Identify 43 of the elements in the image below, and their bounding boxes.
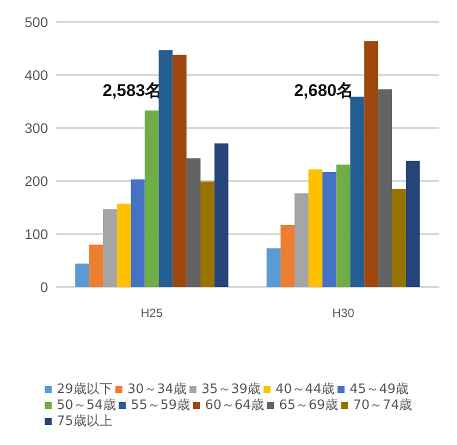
- legend-label: 60～64歳: [204, 398, 264, 413]
- annotation: 2,680名: [294, 81, 354, 100]
- legend-label: 45～49歳: [350, 382, 409, 397]
- legend-label: 35～39歳: [201, 382, 261, 397]
- bar: [350, 96, 364, 287]
- bar: [144, 110, 159, 287]
- bar: [322, 172, 336, 287]
- bar: [130, 179, 145, 287]
- y-tick-label: 0: [40, 279, 48, 295]
- legend-label: 65～69歳: [279, 398, 338, 413]
- y-tick-label: 500: [24, 14, 48, 30]
- bar: [294, 193, 308, 287]
- bar: [158, 50, 173, 287]
- bar: [89, 244, 104, 287]
- bar: [75, 264, 90, 287]
- bar: [406, 160, 420, 287]
- bar: [336, 164, 350, 287]
- annotation: 2,583名: [102, 81, 162, 100]
- bar: [103, 209, 117, 287]
- bar: [214, 143, 228, 287]
- bar: [308, 169, 322, 287]
- bar: [116, 204, 131, 287]
- bar: [200, 182, 214, 287]
- legend-label: 30～34歳: [127, 382, 186, 397]
- bar: [186, 158, 200, 287]
- bar: [378, 89, 392, 287]
- bar: [392, 188, 406, 287]
- bar: [364, 41, 378, 287]
- y-tick-label: 100: [24, 226, 48, 242]
- y-tick-label: 400: [24, 67, 48, 83]
- legend-label: 50～54歳: [56, 398, 116, 413]
- bar: [280, 224, 295, 287]
- legend-label: 40～44歳: [276, 382, 335, 397]
- legend-label: 29歳以下: [56, 382, 112, 397]
- legend-label: 70～74歳: [353, 398, 412, 413]
- y-tick-label: 300: [24, 120, 48, 136]
- x-tick-label: H30: [332, 306, 355, 320]
- x-tick-label: H25: [140, 306, 164, 320]
- legend-label: 55～59歳: [130, 398, 190, 413]
- bar: [172, 54, 187, 287]
- legend-label: 75歳以上: [56, 414, 112, 429]
- y-tick-label: 200: [24, 173, 48, 189]
- bar: [266, 248, 281, 287]
